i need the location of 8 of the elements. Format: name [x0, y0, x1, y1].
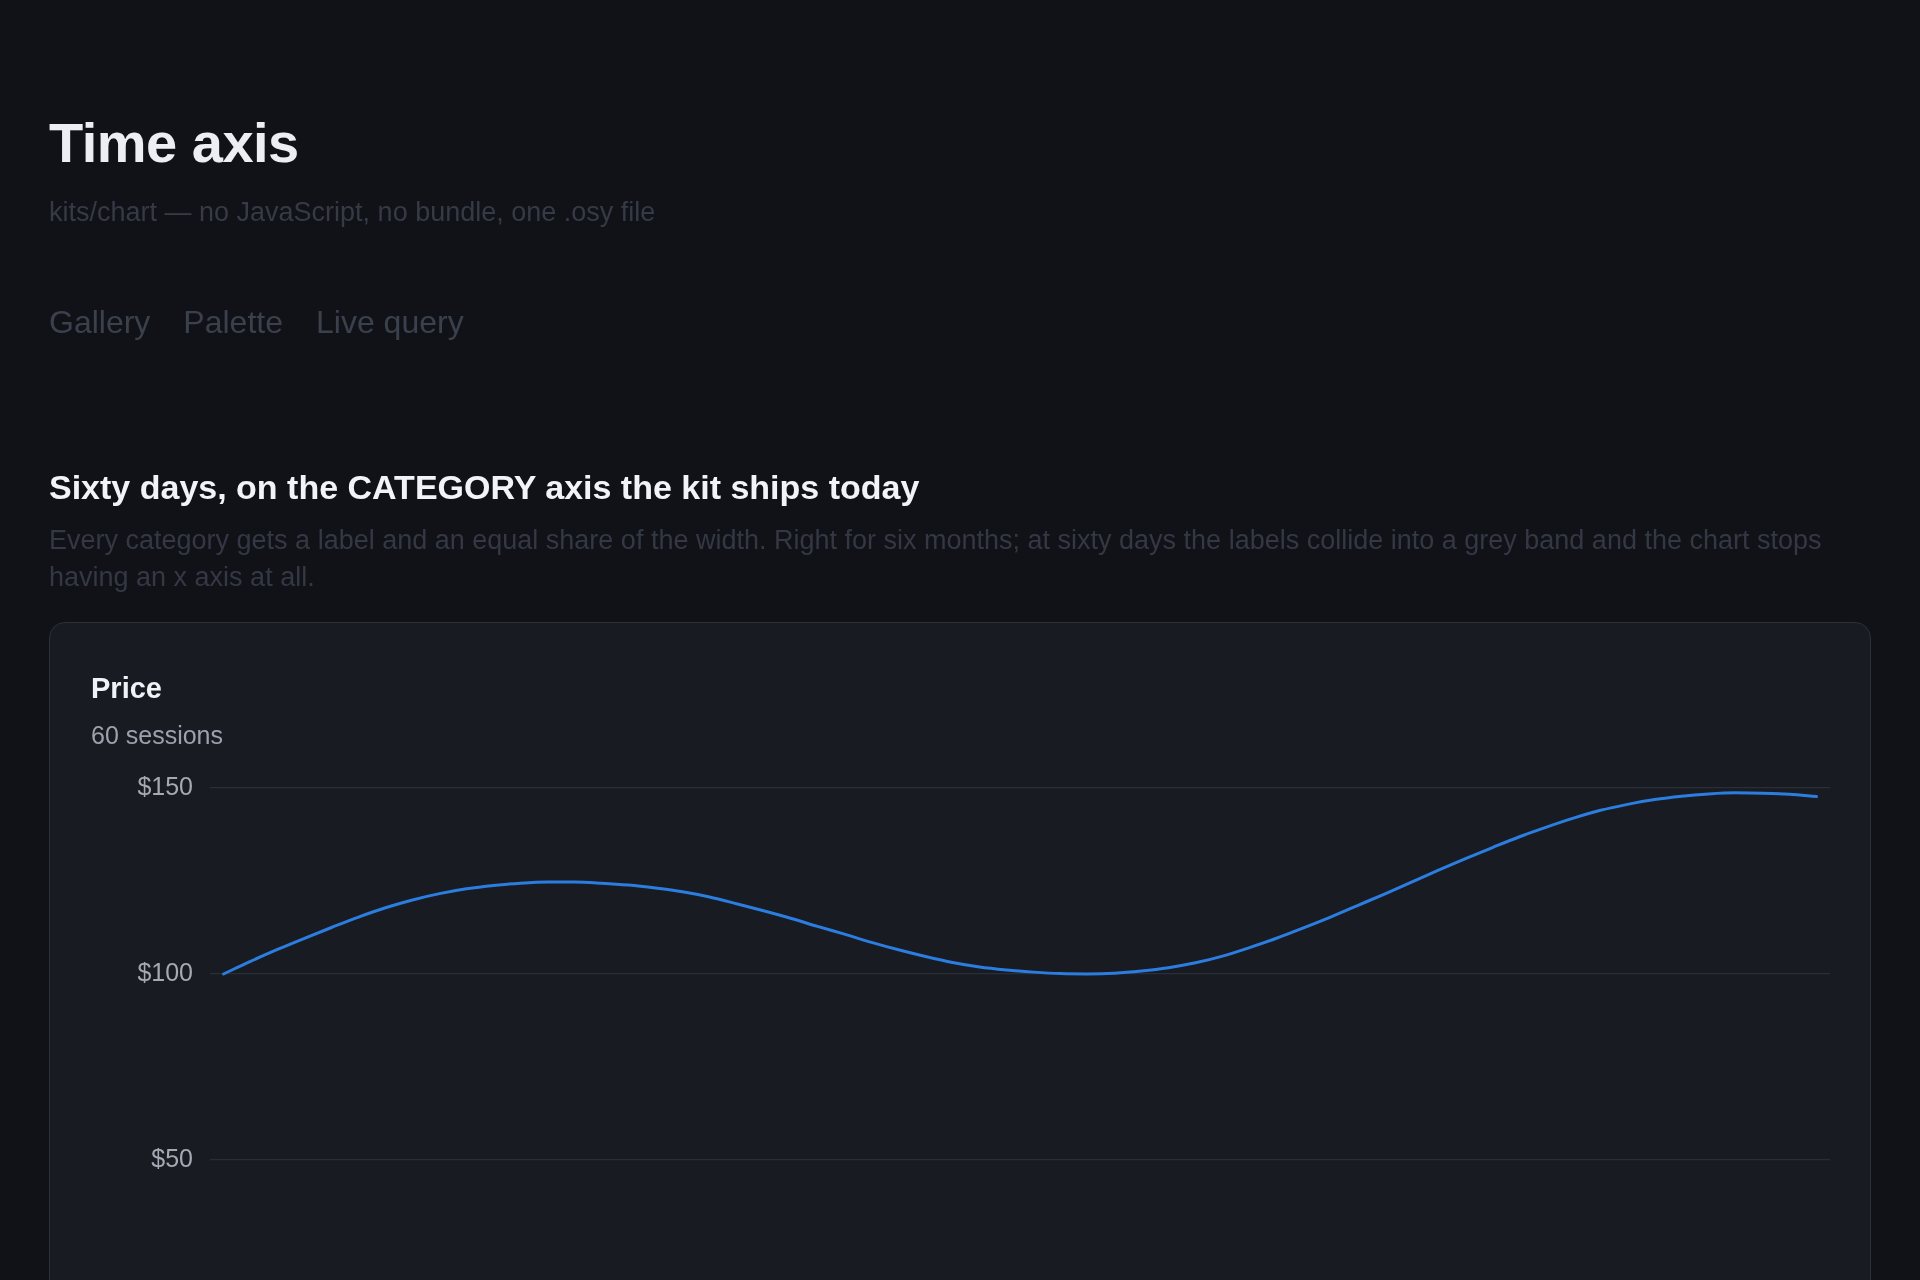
y-tick-label: $100: [137, 957, 193, 986]
text: Time axis: [49, 111, 299, 174]
line-series: [222, 791, 1818, 976]
chart-title: Price: [91, 672, 162, 704]
text: Sixty days, on the CATEGORY axis the kit ships today: [49, 468, 920, 506]
y-tick-label: $150: [137, 771, 193, 800]
chart-subtitle: 60 sessions: [91, 721, 224, 749]
y-tick-label: $50: [151, 1143, 193, 1172]
